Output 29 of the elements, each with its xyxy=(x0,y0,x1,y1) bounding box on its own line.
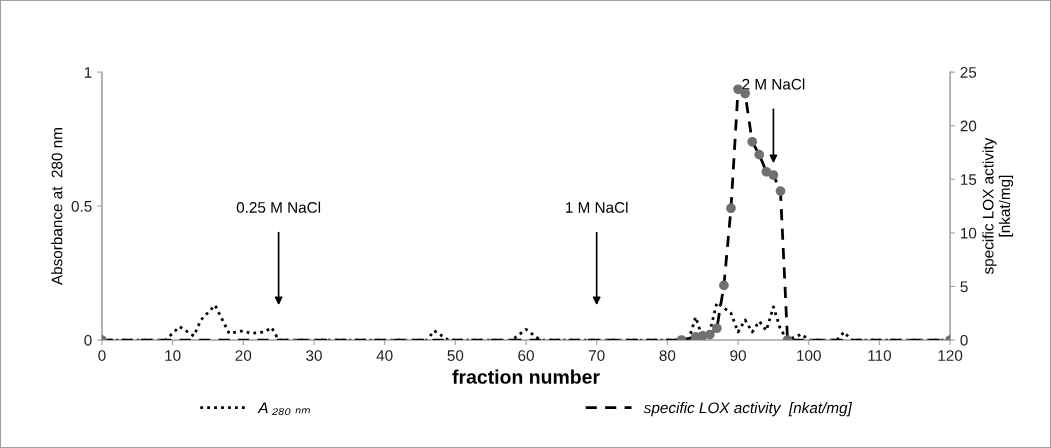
x-tick-label: 120 xyxy=(938,350,963,361)
y2-tick-label: 5 xyxy=(960,281,968,293)
y2-tick-label: 15 xyxy=(960,174,977,185)
x-tick-label: 90 xyxy=(730,350,746,361)
x-tick-label: 40 xyxy=(376,350,393,361)
x-tick-label: 70 xyxy=(588,350,605,361)
x-tick-label: 80 xyxy=(659,350,676,361)
y2-axis-title: specific LOX activity [nkat/mg] xyxy=(982,137,1014,274)
y2-tick-label: 0 xyxy=(960,334,968,346)
y-tick-label: 0.5 xyxy=(71,200,92,212)
y2-tick-label: 20 xyxy=(960,120,977,132)
y-tick-label: 0 xyxy=(84,334,92,346)
x-axis-title: fraction number xyxy=(452,369,600,384)
annotation: 1 M NaCl xyxy=(566,201,628,213)
legend-label: specific LOX activity [nkat/mg] xyxy=(643,402,853,417)
x-tick-label: 30 xyxy=(306,350,322,361)
x-tick-label: 20 xyxy=(235,350,252,361)
y2-tick-label: 25 xyxy=(960,67,977,78)
x-tick-label: 10 xyxy=(165,350,181,361)
x-tick-label: 60 xyxy=(518,350,534,361)
y2-tick-label: 10 xyxy=(960,227,977,239)
annotation: 0.25 M NaCl xyxy=(236,201,321,213)
x-tick-label: 110 xyxy=(868,350,892,361)
y-tick-label: 1 xyxy=(84,67,92,78)
x-tick-label: 0 xyxy=(98,350,106,361)
legend-label: A ₂₈₀ ₙₘ xyxy=(257,402,310,415)
y-axis-title: Absorbance at 280 nm xyxy=(51,128,63,286)
x-tick-label: 50 xyxy=(447,350,464,361)
x-tick-label: 100 xyxy=(797,350,821,361)
